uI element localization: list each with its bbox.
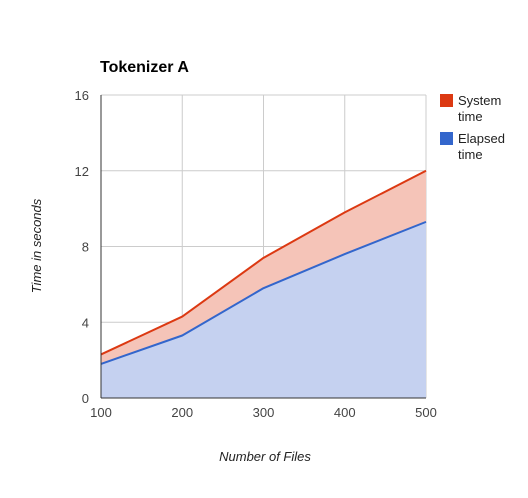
legend-label-elapsed-time: time [458, 147, 483, 162]
y-tick-label: 12 [75, 164, 89, 179]
y-axis-ticks: 0 4 8 12 16 [75, 88, 89, 406]
area-layers [101, 170, 426, 398]
legend-swatch-elapsed-time [440, 132, 453, 145]
y-tick-label: 8 [82, 240, 89, 255]
series-lines [100, 169, 427, 365]
x-axis-label: Number of Files [219, 449, 311, 464]
chart-title: Tokenizer A [100, 59, 189, 76]
x-tick-label: 400 [334, 405, 356, 420]
x-tick-label: 200 [171, 405, 193, 420]
x-tick-label: 100 [90, 405, 112, 420]
legend-label-elapsed-time: Elapsed [458, 131, 505, 146]
y-tick-label: 16 [75, 88, 89, 103]
x-tick-label: 300 [253, 405, 275, 420]
y-tick-label: 4 [82, 315, 89, 330]
legend-swatch-system-time [440, 94, 453, 107]
x-tick-label: 500 [415, 405, 437, 420]
plot-frame [100, 95, 426, 399]
y-tick-label: 0 [82, 391, 89, 406]
y-axis-label: Time in seconds [29, 198, 44, 293]
area-system-time [101, 170, 426, 364]
legend-label-system-time: time [458, 109, 483, 124]
line-elapsed-time [100, 220, 427, 365]
area-elapsed-time [101, 221, 426, 398]
legend-label-system-time: System [458, 93, 501, 108]
line-system-time [100, 169, 427, 356]
x-axis-ticks: 100 200 300 400 500 [90, 405, 437, 420]
